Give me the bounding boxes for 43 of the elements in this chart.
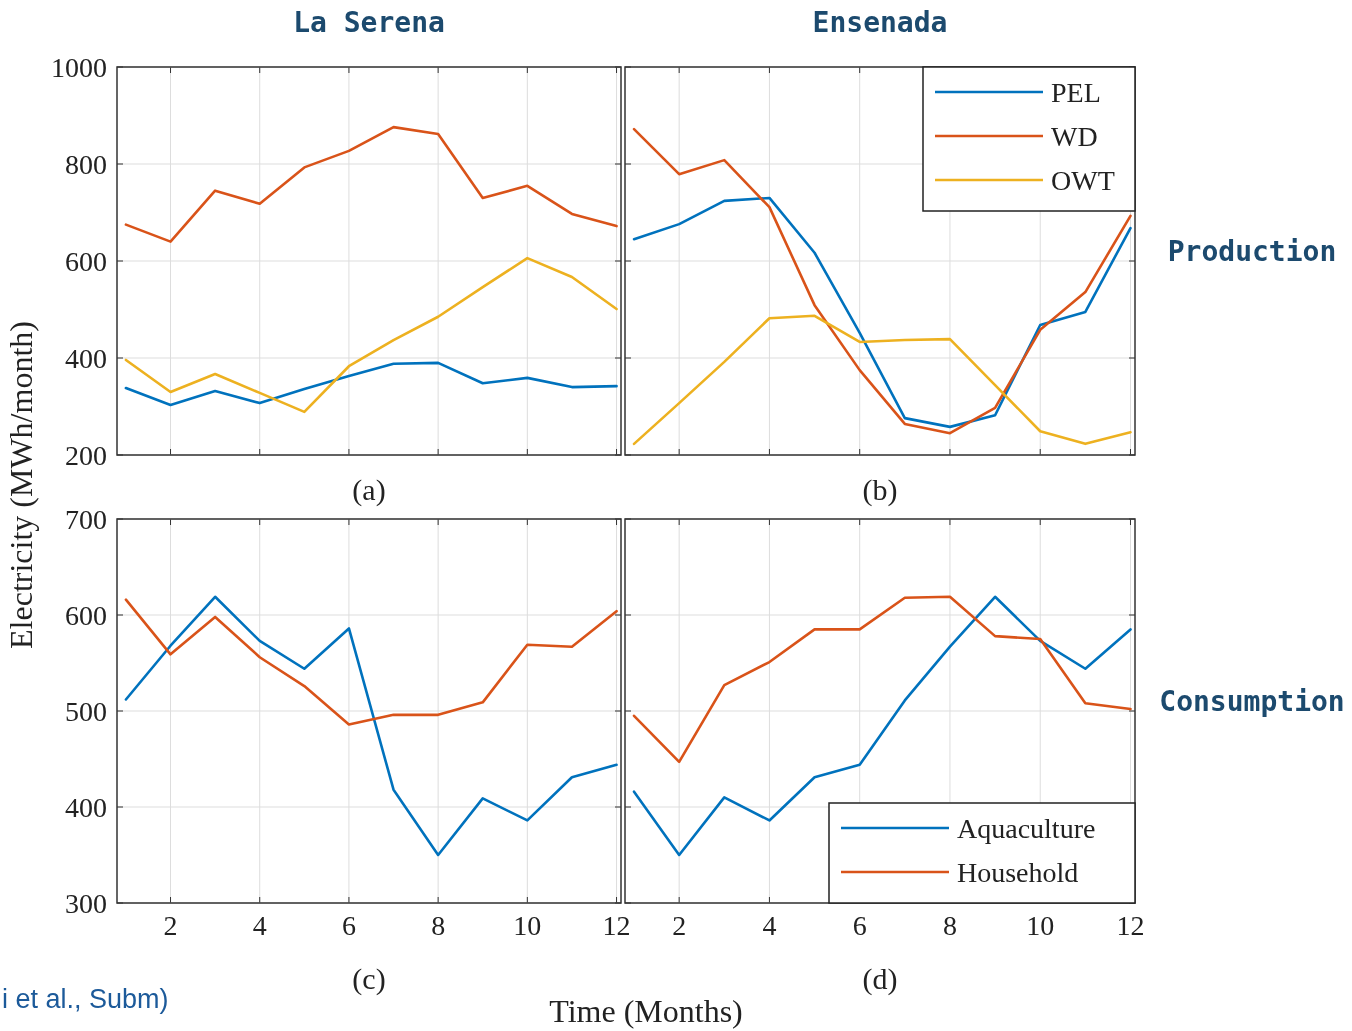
x-axis-title: Time (Months) (549, 993, 743, 1029)
text: (b) (862, 473, 898, 507)
x-tick-label: 4 (252, 910, 267, 941)
y-tick-label: 400 (65, 342, 107, 374)
legend-label: Aquaculture (957, 812, 1096, 844)
x-tick-label: 10 (513, 910, 542, 941)
y-tick-label: 1000 (51, 51, 107, 83)
x-tick-label: 12 (1116, 910, 1145, 941)
y-tick-label: 600 (65, 245, 107, 277)
x-tick-label: 10 (1026, 910, 1055, 941)
y-tick-label: 700 (65, 503, 107, 535)
x-tick-label: 2 (163, 910, 178, 941)
x-tick-label: 6 (852, 910, 867, 941)
text: (c) (352, 962, 386, 996)
y-axis-title: Electricity (MWh/month) (3, 321, 39, 649)
chart-title: La Serena (293, 6, 445, 39)
x-tick-label: 6 (341, 910, 356, 941)
line-series (124, 256, 618, 414)
y-tick-label: 600 (65, 599, 107, 631)
legend-label: WD (1051, 120, 1098, 152)
chart-title: Ensenada (812, 6, 948, 39)
legend-label: PEL (1051, 76, 1101, 108)
legend-label: Household (957, 856, 1079, 888)
x-tick-label: 12 (602, 910, 631, 941)
legend-label: OWT (1051, 164, 1115, 196)
line-series (124, 125, 618, 243)
y-tick-label: 500 (65, 695, 107, 727)
y-tick-label: 200 (65, 439, 107, 471)
text: Consumption (1159, 684, 1345, 718)
line-series (124, 361, 618, 407)
y-tick-label: 400 (65, 791, 107, 823)
line-series (124, 595, 618, 857)
text: i et al., Subm) (2, 984, 169, 1014)
y-tick-label: 800 (65, 148, 107, 180)
x-tick-label: 8 (942, 910, 957, 941)
x-tick-label: 4 (762, 910, 777, 941)
x-tick-label: 8 (431, 910, 446, 941)
y-tick-label: 300 (65, 887, 107, 919)
text: (a) (352, 473, 386, 507)
text: Production (1167, 234, 1337, 268)
line-series (124, 598, 618, 726)
x-tick-label: 2 (672, 910, 687, 941)
text: (d) (862, 962, 898, 996)
